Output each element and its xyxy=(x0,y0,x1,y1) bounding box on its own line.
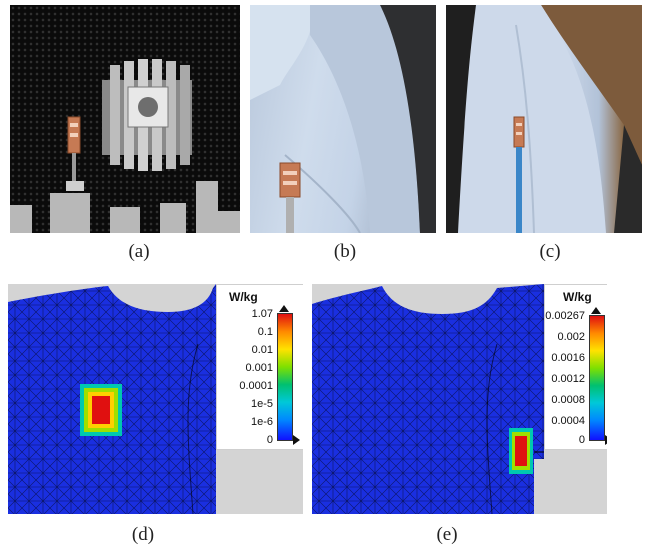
tick-label: 0 xyxy=(531,434,585,446)
color-scale-bar xyxy=(277,313,293,441)
sar-hotspot xyxy=(80,384,122,436)
sar-simulation-arm: W/kg 0.00267 0.002 0.0016 0.0012 0.0008 … xyxy=(312,284,607,514)
tick-label: 0.0016 xyxy=(531,352,585,364)
color-scale-bar xyxy=(589,315,605,441)
caption-a: (a) xyxy=(109,241,169,263)
tick-label: 0.0012 xyxy=(531,373,585,385)
sar-hotspot xyxy=(509,428,533,474)
unit-label: W/kg xyxy=(563,290,592,304)
tick-label: 0.00267 xyxy=(531,310,585,322)
photo-probe-chest xyxy=(250,5,436,233)
caption-e: (e) xyxy=(417,524,477,546)
shirt-arm-illustration xyxy=(446,5,642,233)
arrow-up-icon xyxy=(279,305,289,312)
tick-label: 1e-5 xyxy=(219,398,273,410)
unit-label: W/kg xyxy=(229,290,258,304)
caption-d: (d) xyxy=(113,524,173,546)
arrow-up-icon xyxy=(591,307,601,314)
tick-label: 0.002 xyxy=(531,331,585,343)
tick-label: 0.0004 xyxy=(531,415,585,427)
photo-probe-arm xyxy=(446,5,642,233)
tick-label: 0.1 xyxy=(219,326,273,338)
caption-c: (c) xyxy=(520,241,580,263)
tick-label: 0.0001 xyxy=(219,380,273,392)
photo-anechoic-chamber xyxy=(10,5,240,233)
tick-label: 1e-6 xyxy=(219,416,273,428)
tick-label: 0.001 xyxy=(219,362,273,374)
chamber-illustration xyxy=(10,5,240,233)
arrow-right-icon xyxy=(605,435,607,445)
tick-label: 0.0008 xyxy=(531,394,585,406)
antenna-tag-icon xyxy=(280,163,300,233)
caption-b: (b) xyxy=(315,241,375,263)
tick-label: 1.07 xyxy=(219,308,273,320)
shirt-chest-illustration xyxy=(250,5,436,233)
arrow-right-icon xyxy=(293,435,300,445)
tick-label: 0.01 xyxy=(219,344,273,356)
tick-label: 0 xyxy=(219,434,273,446)
sar-simulation-chest: W/kg 1.07 0.1 0.01 0.001 0.0001 1e-5 1e-… xyxy=(8,284,303,514)
colorbar-d: W/kg 1.07 0.1 0.01 0.001 0.0001 1e-5 1e-… xyxy=(216,284,303,450)
colorbar-e: W/kg 0.00267 0.002 0.0016 0.0012 0.0008 … xyxy=(544,284,607,450)
